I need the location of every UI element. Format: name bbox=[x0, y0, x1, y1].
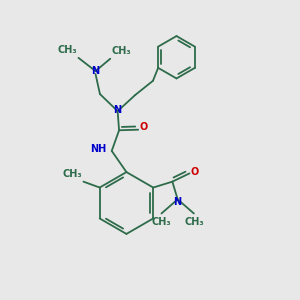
Text: NH: NH bbox=[90, 144, 106, 154]
Text: N: N bbox=[113, 105, 122, 115]
Text: CH₃: CH₃ bbox=[184, 217, 204, 227]
Text: N: N bbox=[92, 66, 100, 76]
Text: CH₃: CH₃ bbox=[152, 217, 171, 227]
Text: N: N bbox=[174, 197, 182, 207]
Text: O: O bbox=[140, 122, 148, 132]
Text: CH₃: CH₃ bbox=[62, 169, 82, 179]
Text: CH₃: CH₃ bbox=[57, 45, 77, 55]
Text: O: O bbox=[190, 167, 199, 177]
Text: CH₃: CH₃ bbox=[112, 46, 131, 56]
